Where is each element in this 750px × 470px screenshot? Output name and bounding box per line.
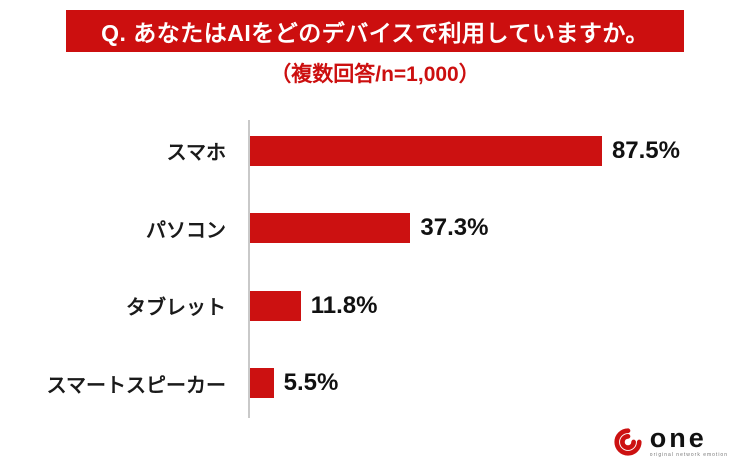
question-banner: Q. あなたはAIをどのデバイスで利用していますか。	[66, 10, 684, 52]
bar	[250, 368, 274, 399]
bar-rows: スマホ 87.5% パソコン 37.3% タブレット 11.8% スマートスピーカー 5.5%	[0, 112, 750, 422]
bar	[250, 213, 411, 244]
category-label: タブレット	[126, 297, 226, 320]
y-axis-line	[248, 120, 250, 418]
question-title: Q. あなたはAIをどのデバイスで利用していますか。	[101, 20, 649, 46]
value-label: 87.5%	[611, 136, 680, 164]
value-label: 5.5%	[283, 369, 339, 397]
bar-row: パソコン 37.3%	[0, 198, 750, 258]
bar-row: タブレット 11.8%	[0, 276, 750, 336]
value-label: 11.8%	[310, 291, 378, 319]
bar-track: 11.8%	[250, 290, 680, 321]
bar-row: スマートスピーカー 5.5%	[0, 353, 750, 413]
bar-chart: スマホ 87.5% パソコン 37.3% タブレット 11.8% スマートスピーカー 5.5%	[0, 112, 750, 422]
category-label: スマホ	[166, 142, 226, 165]
bar-track: 87.5%	[250, 135, 680, 166]
logo-tagline: original network emotion	[649, 452, 728, 458]
bar-track: 37.3%	[250, 213, 680, 244]
spiral-logo-icon	[614, 427, 642, 456]
logo-wordmark: one	[649, 423, 707, 453]
value-label: 37.3%	[420, 214, 489, 242]
brand-logo: one original network emotion	[613, 425, 728, 458]
bar-track: 5.5%	[250, 368, 680, 399]
category-label: スマートスピーカー	[46, 374, 226, 397]
bar-row: スマホ 87.5%	[0, 121, 750, 181]
bar	[250, 135, 602, 166]
survey-subtitle: （複数回答/n=1,000）	[270, 63, 480, 86]
category-label: パソコン	[146, 219, 226, 242]
bar	[250, 290, 301, 321]
logo-text-block: one original network emotion	[649, 423, 728, 459]
